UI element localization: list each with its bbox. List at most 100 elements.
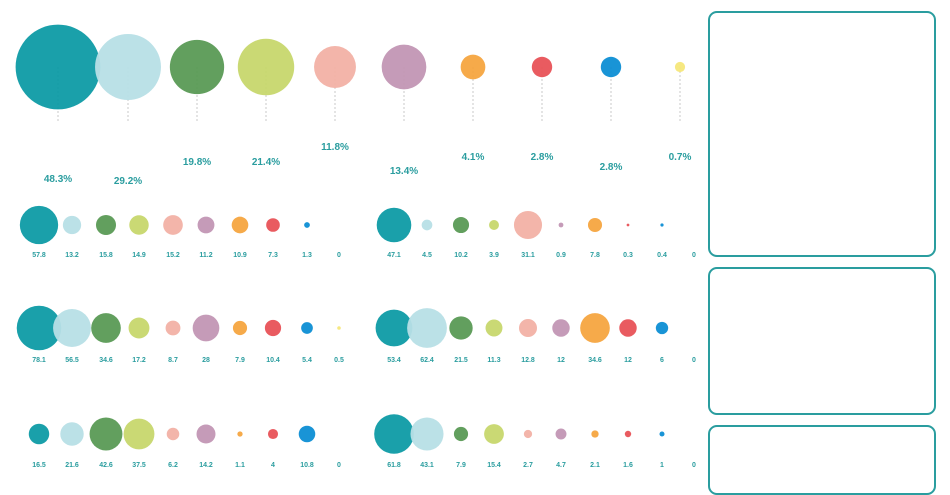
chart1-value-label-4: 14.9 xyxy=(132,252,146,259)
chart3-value-label-2: 56.5 xyxy=(65,357,79,364)
chart6-value-label-4: 15.4 xyxy=(487,462,501,469)
chart4-value-label-5: 12.8 xyxy=(521,357,535,364)
top-bubble-label-6: 13.4% xyxy=(390,166,418,177)
top-bubble-label-1: 48.3% xyxy=(44,174,72,185)
chart5-bubble-2 xyxy=(60,422,84,446)
chart6-value-label-6: 4.7 xyxy=(556,462,566,469)
chart6-bubble-1 xyxy=(374,414,414,454)
chart6-bubble-9 xyxy=(659,431,665,437)
chart3-bubble-4 xyxy=(128,317,150,339)
chart5-value-label-7: 1.1 xyxy=(235,462,245,469)
chart2-bubble-3 xyxy=(452,216,470,234)
small-bubble-charts: 57.8 13.2 15.8 14.9 15.2 11.2 10.9 7.3 1.3 0 47.1 4… xyxy=(16,205,696,469)
chart2-value-label-6: 0.9 xyxy=(556,252,566,259)
chart5-value-label-2: 21.6 xyxy=(65,462,79,469)
top-bubble-label-3: 19.8% xyxy=(183,157,211,168)
chart6-value-label-10: 0 xyxy=(692,462,696,469)
chart1-bubble-5 xyxy=(163,215,183,235)
top-bubble-7 xyxy=(460,54,486,80)
top-bubble-label-9: 2.8% xyxy=(600,162,623,173)
chart6-value-label-9: 1 xyxy=(660,462,664,469)
chart5-value-label-3: 42.6 xyxy=(99,462,113,469)
chart3-bubble-5 xyxy=(165,320,181,336)
chart3-value-label-7: 7.9 xyxy=(235,357,245,364)
chart4-value-label-10: 0 xyxy=(692,357,696,364)
chart5-bubble-1 xyxy=(28,423,50,445)
chart5-value-label-9: 10.8 xyxy=(300,462,314,469)
chart4-bubble-7 xyxy=(580,313,610,343)
chart2-value-label-9: 0.4 xyxy=(657,252,667,259)
chart2-bubble-9 xyxy=(660,223,664,227)
top-bubble-4 xyxy=(237,38,295,96)
chart2-value-label-3: 10.2 xyxy=(454,252,468,259)
chart6-bubble-7 xyxy=(591,430,599,438)
chart5-value-label-1: 16.5 xyxy=(32,462,46,469)
chart4-bubble-9 xyxy=(655,321,669,335)
chart5-bubble-8 xyxy=(267,428,279,440)
chart4-value-label-1: 53.4 xyxy=(387,357,401,364)
bubble-chart-canvas: 48.3% 29.2% 19.8% 21.4% 11.8% 13.4% 4.1% 2.8% 2.… xyxy=(15,24,696,469)
chart1-value-label-8: 7.3 xyxy=(268,252,278,259)
chart1-value-label-5: 15.2 xyxy=(166,252,180,259)
top-bubble-9 xyxy=(600,56,622,78)
chart6-bubble-5 xyxy=(523,429,533,439)
chart2-value-label-4: 3.9 xyxy=(489,252,499,259)
chart5-bubble-7 xyxy=(237,431,243,437)
chart1-bubble-3 xyxy=(95,214,117,236)
top-bubble-label-8: 2.8% xyxy=(531,152,554,163)
chart1-value-label-3: 15.8 xyxy=(99,252,113,259)
chart4-bubble-5 xyxy=(518,318,538,338)
side-panel-middle xyxy=(708,267,936,415)
chart6-bubble-3 xyxy=(453,426,469,442)
chart5-bubble-4 xyxy=(123,418,155,450)
chart5-value-label-4: 37.5 xyxy=(132,462,146,469)
chart3-value-label-4: 17.2 xyxy=(132,357,146,364)
chart2-bubble-6 xyxy=(558,222,564,228)
chart1-value-label-10: 0 xyxy=(337,252,341,259)
chart5-bubble-5 xyxy=(166,427,180,441)
chart3-bubble-2 xyxy=(53,309,91,347)
chart2-bubble-4 xyxy=(489,220,499,230)
chart1-bubble-1 xyxy=(19,205,59,245)
chart1-bubble-2 xyxy=(62,215,82,235)
chart1-bubble-9 xyxy=(304,222,310,228)
chart4-value-label-2: 62.4 xyxy=(420,357,434,364)
chart6-bubble-2 xyxy=(410,417,444,451)
chart3-bubble-8 xyxy=(264,319,282,337)
chart3-bubble-9 xyxy=(301,322,313,334)
chart6-value-label-7: 2.1 xyxy=(590,462,600,469)
chart3-bubble-7 xyxy=(232,320,248,336)
top-bubble-label-10: 0.7% xyxy=(669,152,692,163)
chart3-value-label-8: 10.4 xyxy=(266,357,280,364)
chart4-bubble-3 xyxy=(449,316,473,340)
chart4-value-label-4: 11.3 xyxy=(487,357,500,364)
chart4-bubble-1 xyxy=(375,309,413,347)
chart2-value-label-2: 4.5 xyxy=(422,252,432,259)
chart5-bubble-6 xyxy=(196,424,216,444)
chart2-value-label-8: 0.3 xyxy=(623,252,633,259)
chart4-value-label-8: 12 xyxy=(624,357,632,364)
chart3-value-label-10: 0.5 xyxy=(334,357,344,364)
chart4-bubble-4 xyxy=(485,319,503,337)
chart5-bubble-9 xyxy=(298,425,316,443)
top-bubble-label-7: 4.1% xyxy=(462,152,485,163)
chart6-value-label-3: 7.9 xyxy=(456,462,466,469)
chart4-value-label-7: 34.6 xyxy=(588,357,602,364)
chart5-bubble-3 xyxy=(89,417,123,451)
top-bubble-1 xyxy=(15,24,101,110)
chart3-bubble-3 xyxy=(91,313,121,343)
chart3-value-label-6: 28 xyxy=(202,357,210,364)
side-panel-top xyxy=(708,11,936,257)
chart1-value-label-9: 1.3 xyxy=(302,252,312,259)
chart2-value-label-10: 0 xyxy=(692,252,696,259)
chart6-bubble-4 xyxy=(484,424,504,444)
top-bubble-label-5: 11.8% xyxy=(321,142,349,153)
chart3-value-label-1: 78.1 xyxy=(32,357,46,364)
chart1-value-label-2: 13.2 xyxy=(65,252,79,259)
chart1-value-label-7: 10.9 xyxy=(233,252,247,259)
chart2-bubble-2 xyxy=(421,219,433,231)
chart4-bubble-8 xyxy=(619,319,637,337)
chart2-value-label-7: 7.8 xyxy=(590,252,600,259)
chart3-value-label-9: 5.4 xyxy=(302,357,312,364)
chart1-value-label-6: 11.2 xyxy=(199,252,212,259)
